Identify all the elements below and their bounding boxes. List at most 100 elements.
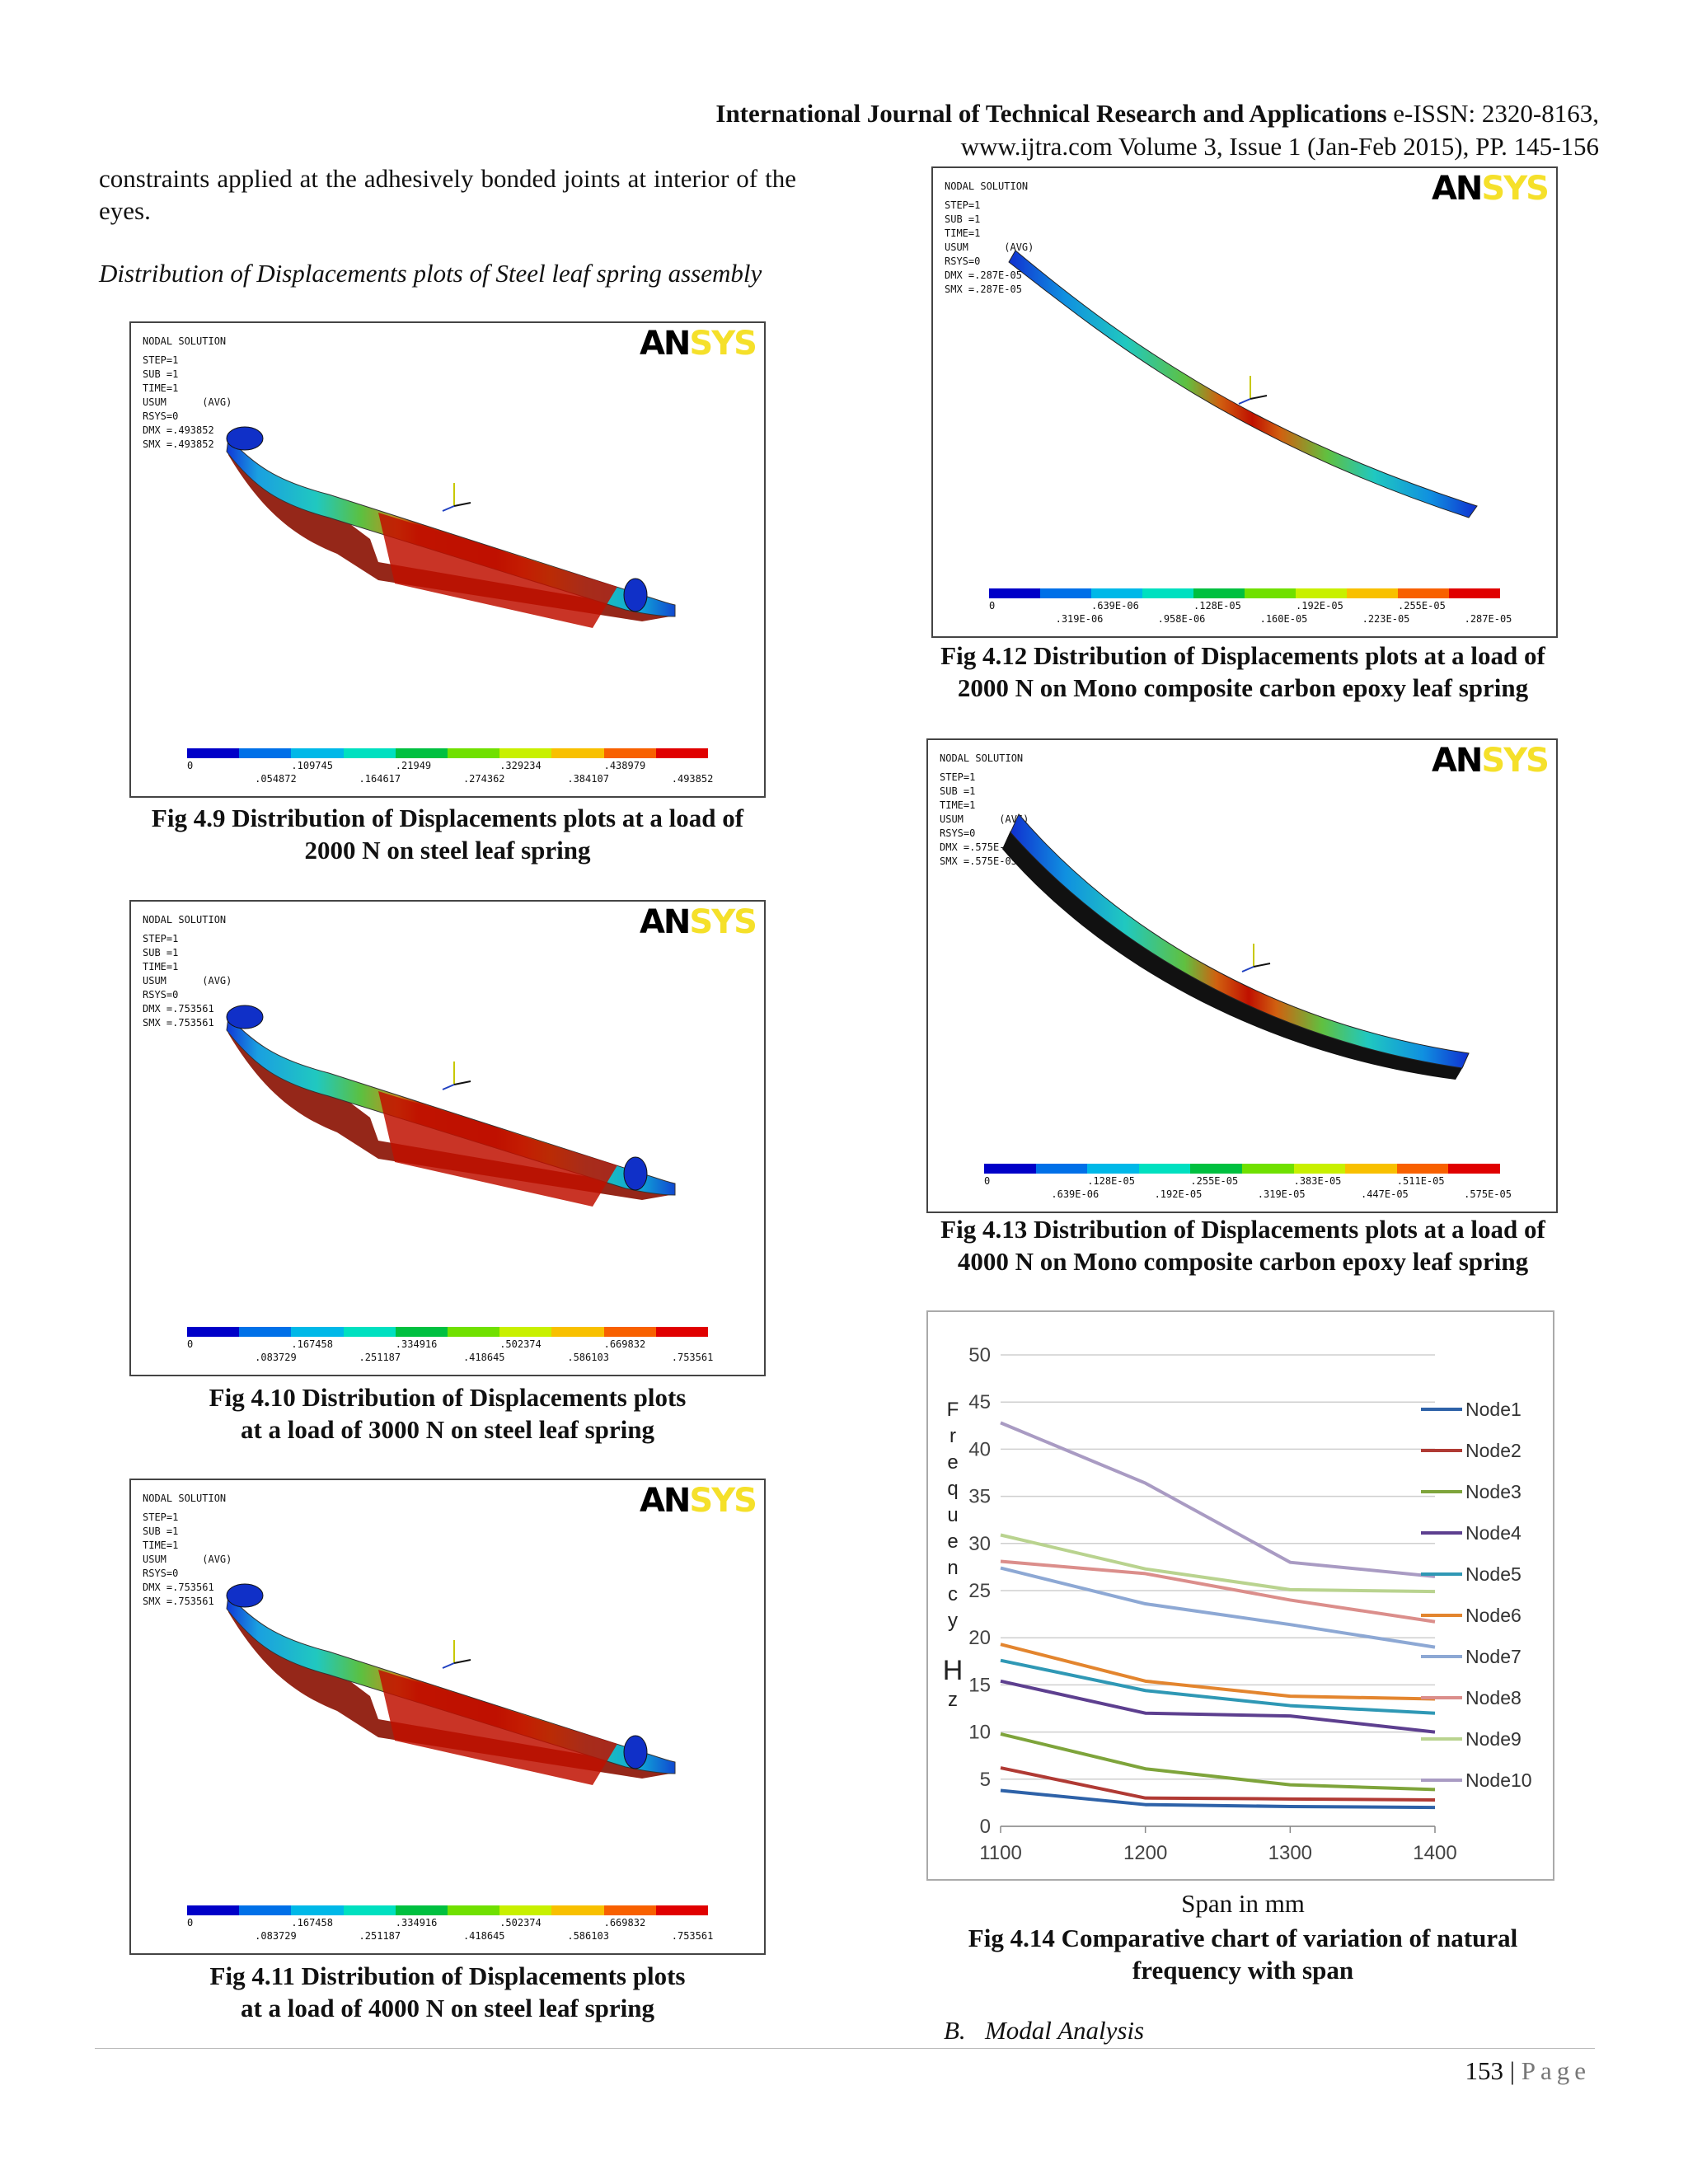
- colorbar-swatch: [1449, 588, 1500, 598]
- step-label: STEP=1: [143, 354, 179, 366]
- section-subheading: Distribution of Displacements plots of S…: [99, 259, 762, 288]
- dmx-label: DMX =.753561: [143, 1003, 214, 1015]
- colorbar-label: .493852: [671, 773, 714, 785]
- ansys-info-text: NODAL SOLUTION STEP=1 SUB =1 TIME=1 USUM (A…: [143, 913, 232, 1030]
- journal-name: International Journal of Technical Resea…: [715, 99, 1387, 128]
- colorbar-label: .669832: [603, 1338, 646, 1350]
- caption-line: 2000 N on Mono composite carbon epoxy le…: [957, 673, 1529, 702]
- colorbar-swatch: [1347, 588, 1398, 598]
- colorbar-swatch: [1293, 1164, 1346, 1174]
- series-line-node2: [1000, 1766, 1436, 1802]
- colorbar-label: .274362: [462, 773, 505, 785]
- colorbar-label: .502374: [499, 1917, 542, 1929]
- ansys-title: NODAL SOLUTION: [945, 180, 1029, 192]
- ansys-info-text: NODAL SOLUTION STEP=1 SUB =1 TIME=1 USUM (A…: [143, 1492, 232, 1609]
- time-label: TIME=1: [143, 382, 179, 394]
- x-tick-label: 1200: [1123, 1842, 1167, 1864]
- colorbar-swatch: [1396, 1164, 1449, 1174]
- colorbar-label: .054872: [255, 773, 297, 785]
- colorbar-label: .287E-05: [1464, 613, 1512, 625]
- colorbar-swatch: [1190, 1164, 1242, 1174]
- colorbar-swatch: [1138, 1164, 1191, 1174]
- smx-label: SMX =.575E-05: [940, 855, 1017, 867]
- colorbar-swatch: [395, 748, 448, 758]
- chart-x-axis-title: Span in mm: [1181, 1889, 1305, 1918]
- y-axis-label-char: y: [948, 1610, 958, 1632]
- ansys-logo: ANSYS: [639, 325, 757, 363]
- usum-label: USUM (AVG): [143, 1554, 232, 1565]
- y-axis-label-char: e: [947, 1530, 958, 1553]
- step-label: STEP=1: [940, 771, 976, 783]
- colorbar-swatch: [448, 1905, 500, 1915]
- colorbar-label: .164617: [359, 773, 401, 785]
- spring-contour-plot: [226, 1583, 676, 1785]
- y-tick-label: 10: [968, 1722, 991, 1744]
- colorbar-swatch: [499, 1327, 552, 1337]
- legend-label: Node2: [1465, 1440, 1522, 1461]
- colorbar-label: .167458: [291, 1917, 333, 1929]
- colorbar-swatch: [187, 1327, 240, 1337]
- sub-label: SUB =1: [940, 785, 976, 797]
- colorbar-swatch: [343, 1327, 396, 1337]
- spring-contour-plot: [1002, 813, 1470, 1080]
- colorbar-swatch: [1193, 588, 1245, 598]
- fig-4-11-panel: NODAL SOLUTION STEP=1 SUB =1 TIME=1 USUM (A…: [129, 1479, 766, 1955]
- caption-line: Fig 4.14 Comparative chart of variation …: [968, 1924, 1518, 1952]
- colorbar-label: .447E-05: [1360, 1188, 1409, 1200]
- legend-label: Node10: [1465, 1769, 1532, 1791]
- colorbar: [989, 588, 1500, 598]
- footer-rule: [95, 2048, 1595, 2049]
- caption-line: frequency with span: [1132, 1956, 1354, 1985]
- rsys-label: RSYS=0: [945, 255, 981, 267]
- colorbar-label: .223E-05: [1362, 613, 1410, 625]
- fig-4-11-caption: Fig 4.11 Distribution of Displacements p…: [99, 1960, 796, 2024]
- colorbar-swatch: [291, 1905, 344, 1915]
- colorbar-label: .251187: [359, 1930, 401, 1942]
- fig-4-12-caption: Fig 4.12 Distribution of Displacements p…: [898, 640, 1587, 704]
- ansys-logo: ANSYS: [639, 1482, 757, 1520]
- colorbar: [187, 1905, 709, 1915]
- y-tick-label: 50: [968, 1344, 991, 1366]
- x-tick-label: 1300: [1268, 1842, 1312, 1864]
- colorbar-label: .502374: [499, 1338, 542, 1350]
- colorbar-swatch: [551, 748, 604, 758]
- legend-label: Node4: [1465, 1522, 1522, 1544]
- series-line-node6: [1000, 1643, 1436, 1701]
- dmx-label: DMX =.493852: [143, 424, 214, 436]
- series-line-node3: [1000, 1732, 1436, 1792]
- series-line-node9: [1000, 1533, 1436, 1594]
- step-label: STEP=1: [143, 1511, 179, 1523]
- spring-contour-plot: [226, 1005, 676, 1207]
- colorbar-label: .958E-06: [1157, 613, 1206, 625]
- colorbar-label: 0: [187, 1917, 194, 1929]
- spring-contour-plot: [226, 426, 676, 628]
- journal-issn: e-ISSN: 2320-8163,: [1393, 99, 1599, 128]
- fig-4-9-caption: Fig 4.9 Distribution of Displacements pl…: [99, 802, 796, 866]
- ansys-logo: ANSYS: [1431, 742, 1550, 780]
- colorbar-label: .319E-05: [1257, 1188, 1306, 1200]
- colorbar-swatch: [989, 588, 1040, 598]
- ansys-title: NODAL SOLUTION: [143, 335, 227, 347]
- caption-line: 2000 N on steel leaf spring: [304, 836, 591, 865]
- colorbar-swatch: [1035, 1164, 1088, 1174]
- colorbar-swatch: [1296, 588, 1347, 598]
- colorbar-label: .192E-05: [1296, 600, 1343, 612]
- colorbar-swatch: [291, 748, 344, 758]
- section-number: B.: [944, 2016, 966, 2045]
- y-tick-label: 20: [968, 1627, 991, 1649]
- colorbar-swatch: [1448, 1164, 1500, 1174]
- fig-4-14-caption: Fig 4.14 Comparative chart of variation …: [898, 1922, 1587, 1986]
- smx-label: SMX =.493852: [143, 438, 214, 450]
- colorbar-label: .384107: [567, 773, 609, 785]
- colorbar-label: .334916: [395, 1917, 438, 1929]
- colorbar-swatch: [551, 1327, 604, 1337]
- colorbar-swatch: [395, 1905, 448, 1915]
- journal-header: International Journal of Technical Resea…: [610, 99, 1599, 129]
- colorbar-swatch: [499, 1905, 552, 1915]
- y-axis-label-char: u: [947, 1504, 958, 1526]
- colorbar-label: .334916: [395, 1338, 438, 1350]
- y-axis-label-char: q: [947, 1478, 958, 1500]
- body-paragraph: constraints applied at the adhesively bo…: [99, 164, 796, 225]
